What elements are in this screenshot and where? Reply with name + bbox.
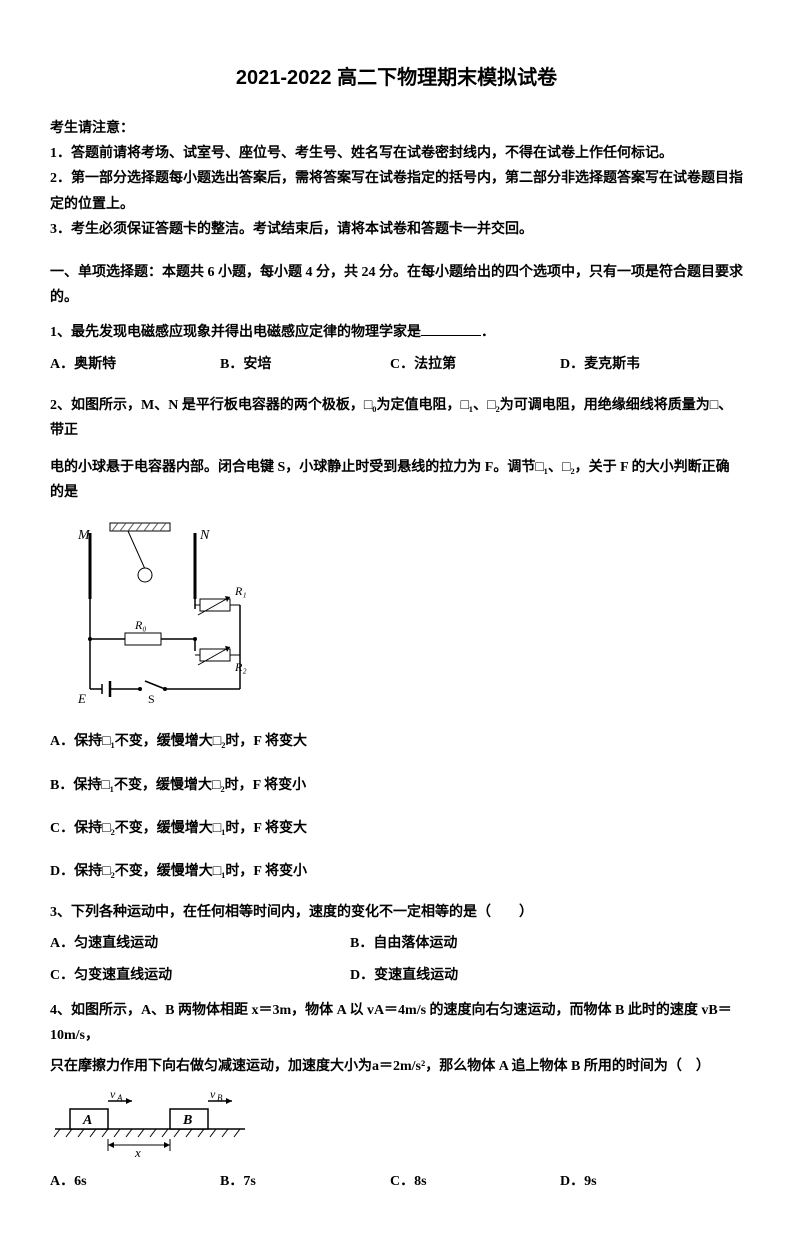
q4-option-b: B．7s <box>220 1169 390 1194</box>
circuit-diagram: M N R₁ R₀ R₂ S <box>50 521 270 711</box>
question-1: 1、最先发现电磁感应现象并得出电磁感应定律的物理学家是 ． <box>50 320 743 345</box>
question-1-options: A．奥斯特 B．安培 C．法拉第 D．麦克斯韦 <box>50 352 743 377</box>
label-e: E <box>77 691 86 706</box>
question-3: 3、下列各种运动中，在任何相等时间内，速度的变化不一定相等的是（ ） <box>50 900 743 925</box>
question-1-blank <box>421 322 481 336</box>
q4-option-a: A．6s <box>50 1169 220 1194</box>
label-va-sub: A <box>116 1093 123 1103</box>
label-block-a: A <box>82 1113 92 1128</box>
q2-option-d: D．保持□₂不变，缓慢增大□₁时，F 将变小 <box>50 859 743 884</box>
q3-option-c: C．匀变速直线运动 <box>50 963 350 988</box>
notice-item-1: 1．答题前请将考场、试室号、座位号、考生号、姓名写在试卷密封线内，不得在试卷上作… <box>50 141 743 166</box>
question-3-options-row2: C．匀变速直线运动 D．变速直线运动 <box>50 963 743 988</box>
notice-item-3: 3．考生必须保证答题卡的整洁。考试结束后，请将本试卷和答题卡一并交回。 <box>50 217 743 242</box>
q1-option-c: C．法拉第 <box>390 352 560 377</box>
label-r0: R₀ <box>134 618 147 632</box>
q4-option-c: C．8s <box>390 1169 560 1194</box>
question-2-line2: 电的小球悬于电容器内部。闭合电键 S，小球静止时受到悬线的拉力为 F。调节□₁、… <box>50 455 743 505</box>
q2-option-c: C．保持□₂不变，缓慢增大□₁时，F 将变大 <box>50 816 743 841</box>
label-block-b: B <box>182 1113 192 1128</box>
question-1-suffix: ． <box>481 325 495 340</box>
q2-option-a: A．保持□₁不变，缓慢增大□₂时，F 将变大 <box>50 729 743 754</box>
q3-option-a: A．匀速直线运动 <box>50 931 350 956</box>
label-s: S <box>148 692 155 706</box>
label-n: N <box>199 528 210 543</box>
q2-option-b: B．保持□₁不变，缓慢增大□₂时，F 将变小 <box>50 773 743 798</box>
question-1-text: 1、最先发现电磁感应现象并得出电磁感应定律的物理学家是 <box>50 325 421 340</box>
page-title: 2021-2022 高二下物理期末模拟试卷 <box>50 60 743 96</box>
q1-option-a: A．奥斯特 <box>50 352 220 377</box>
label-va: v <box>110 1089 116 1101</box>
label-vb-sub: B <box>217 1093 223 1103</box>
label-m: M <box>77 528 91 543</box>
question-4-options: A．6s B．7s C．8s D．9s <box>50 1169 743 1194</box>
q3-option-d: D．变速直线运动 <box>350 963 650 988</box>
question-4-line2: 只在摩擦力作用下向右做匀减速运动，加速度大小为a＝2m/s²，那么物体 A 追上… <box>50 1054 743 1079</box>
question-2-line1: 2、如图所示，M、N 是平行板电容器的两个极板，□₀为定值电阻，□₁、□₂为可调… <box>50 393 743 443</box>
q4-option-d: D．9s <box>560 1169 730 1194</box>
question-3-options-row1: A．匀速直线运动 B．自由落体运动 <box>50 931 743 956</box>
question-4-line1: 4、如图所示，A、B 两物体相距 x＝3m，物体 A 以 vA＝4m/s 的速度… <box>50 998 743 1048</box>
motion-diagram: A v A B v B x <box>50 1089 250 1159</box>
q1-option-b: B．安培 <box>220 352 390 377</box>
q3-option-b: B．自由落体运动 <box>350 931 650 956</box>
notice-item-2: 2．第一部分选择题每小题选出答案后，需将答案写在试卷指定的括号内，第二部分非选择… <box>50 166 743 216</box>
label-r1: R₁ <box>234 584 247 598</box>
label-vb: v <box>210 1089 216 1101</box>
q1-option-d: D．麦克斯韦 <box>560 352 730 377</box>
label-x: x <box>134 1145 141 1159</box>
notice-header: 考生请注意： <box>50 116 743 141</box>
section-1-intro: 一、单项选择题：本题共 6 小题，每小题 4 分，共 24 分。在每小题给出的四… <box>50 260 743 310</box>
